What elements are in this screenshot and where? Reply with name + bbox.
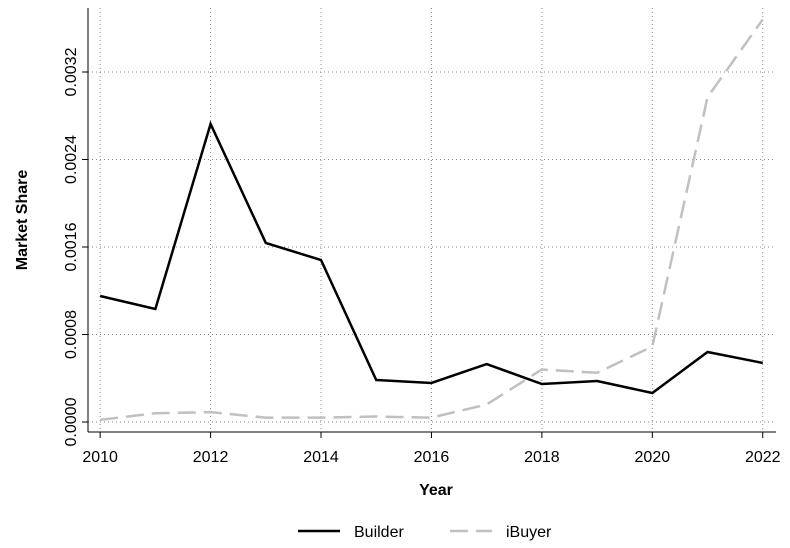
y-tick-label: 0.0016 [63,222,80,271]
x-tick-label: 2016 [414,449,450,466]
x-tick-label: 2022 [745,449,781,466]
y-axis-label: Market Share [14,170,31,271]
x-tick-label: 2020 [635,449,671,466]
legend-label: iBuyer [506,524,552,541]
series-line [100,18,764,422]
legend-label: Builder [354,524,404,541]
y-tick-label: 0.0032 [63,47,80,96]
x-tick-label: 2014 [303,449,339,466]
series-line [99,120,763,395]
y-tick-label: 0.0024 [63,135,80,184]
x-tick-label: 2018 [524,449,560,466]
x-tick-label: 2012 [193,449,229,466]
y-tick-label: 0.0000 [63,397,80,446]
y-tick-label: 0.0008 [63,310,80,359]
x-axis-label: Year [419,482,453,499]
x-tick-label: 2010 [82,449,118,466]
